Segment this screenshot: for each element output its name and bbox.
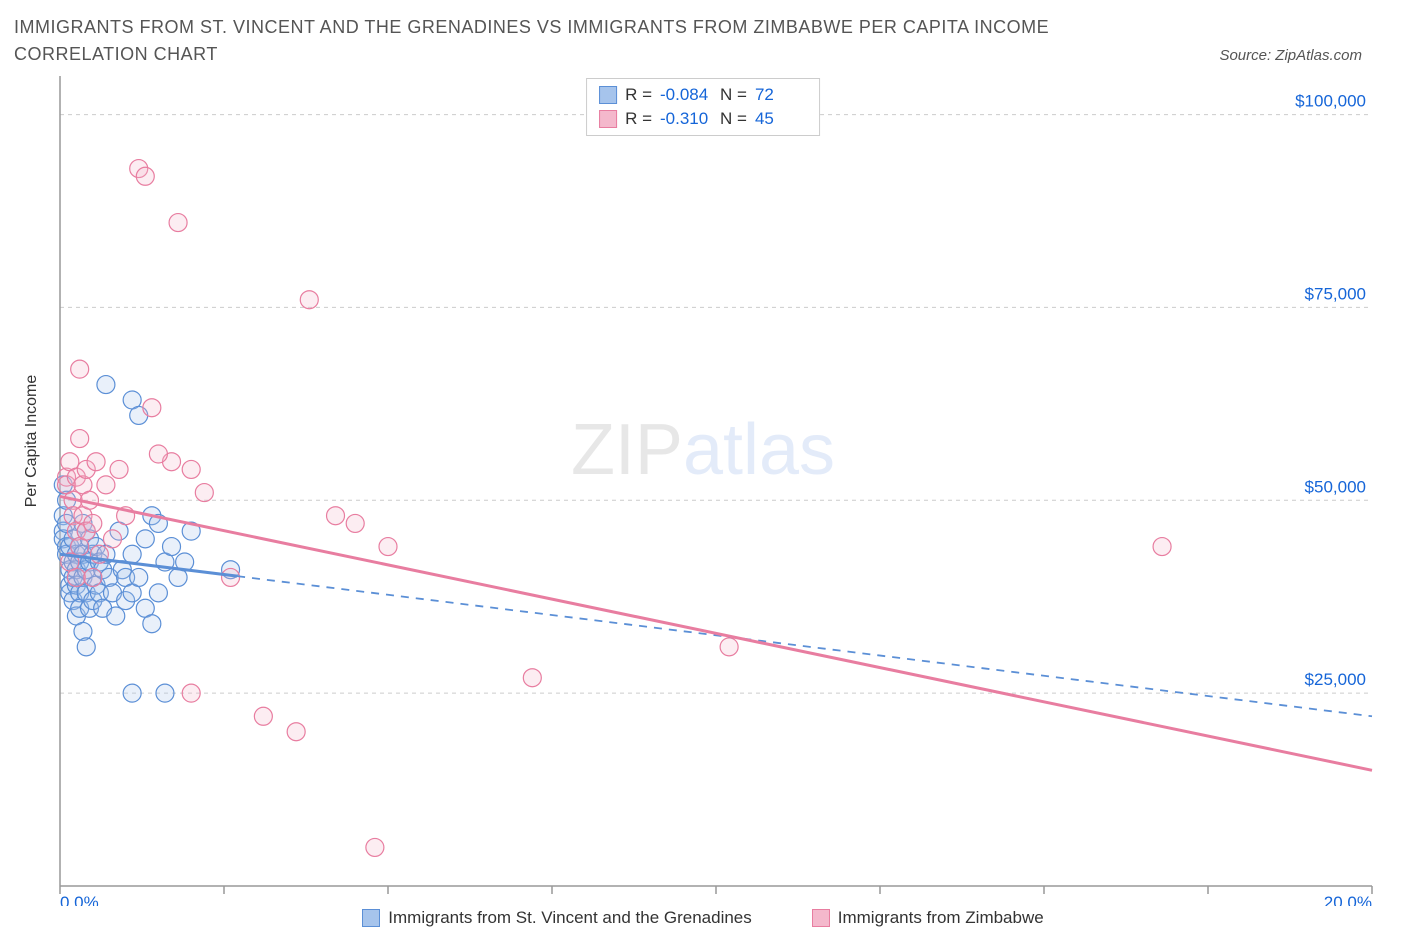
r-value-b: -0.310 bbox=[660, 107, 712, 131]
legend-item-b: Immigrants from Zimbabwe bbox=[812, 908, 1044, 928]
legend-row-series-b: R = -0.310 N = 45 bbox=[599, 107, 807, 131]
svg-text:Per Capita Income: Per Capita Income bbox=[23, 375, 40, 508]
legend-label-a: Immigrants from St. Vincent and the Gren… bbox=[388, 908, 751, 928]
scatter-plot: $25,000 $50,000 $75,000 $100,000 Per Capita … bbox=[14, 76, 1392, 906]
source-label: Source: ZipAtlas.com bbox=[1219, 47, 1392, 68]
svg-text:$50,000: $50,000 bbox=[1305, 477, 1366, 496]
svg-text:0.0%: 0.0% bbox=[60, 893, 99, 906]
svg-text:$25,000: $25,000 bbox=[1305, 670, 1366, 689]
swatch-a-icon bbox=[362, 909, 380, 927]
swatch-series-a bbox=[599, 86, 617, 104]
swatch-b-icon bbox=[812, 909, 830, 927]
legend-label-b: Immigrants from Zimbabwe bbox=[838, 908, 1044, 928]
correlation-legend: R = -0.084 N = 72 R = -0.310 N = 45 bbox=[586, 78, 820, 136]
legend-row-series-a: R = -0.084 N = 72 bbox=[599, 83, 807, 107]
r-value-a: -0.084 bbox=[660, 83, 712, 107]
legend-item-a: Immigrants from St. Vincent and the Gren… bbox=[362, 908, 751, 928]
svg-text:$75,000: $75,000 bbox=[1305, 284, 1366, 303]
chart-container: ZIPatlas R = -0.084 N = 72 R = -0.310 N … bbox=[14, 76, 1392, 906]
n-value-a: 72 bbox=[755, 83, 807, 107]
chart-title: IMMIGRANTS FROM ST. VINCENT AND THE GREN… bbox=[14, 14, 1134, 68]
swatch-series-b bbox=[599, 110, 617, 128]
series-legend: Immigrants from St. Vincent and the Gren… bbox=[14, 908, 1392, 928]
svg-text:20.0%: 20.0% bbox=[1324, 893, 1372, 906]
n-value-b: 45 bbox=[755, 107, 807, 131]
svg-text:$100,000: $100,000 bbox=[1295, 92, 1366, 111]
